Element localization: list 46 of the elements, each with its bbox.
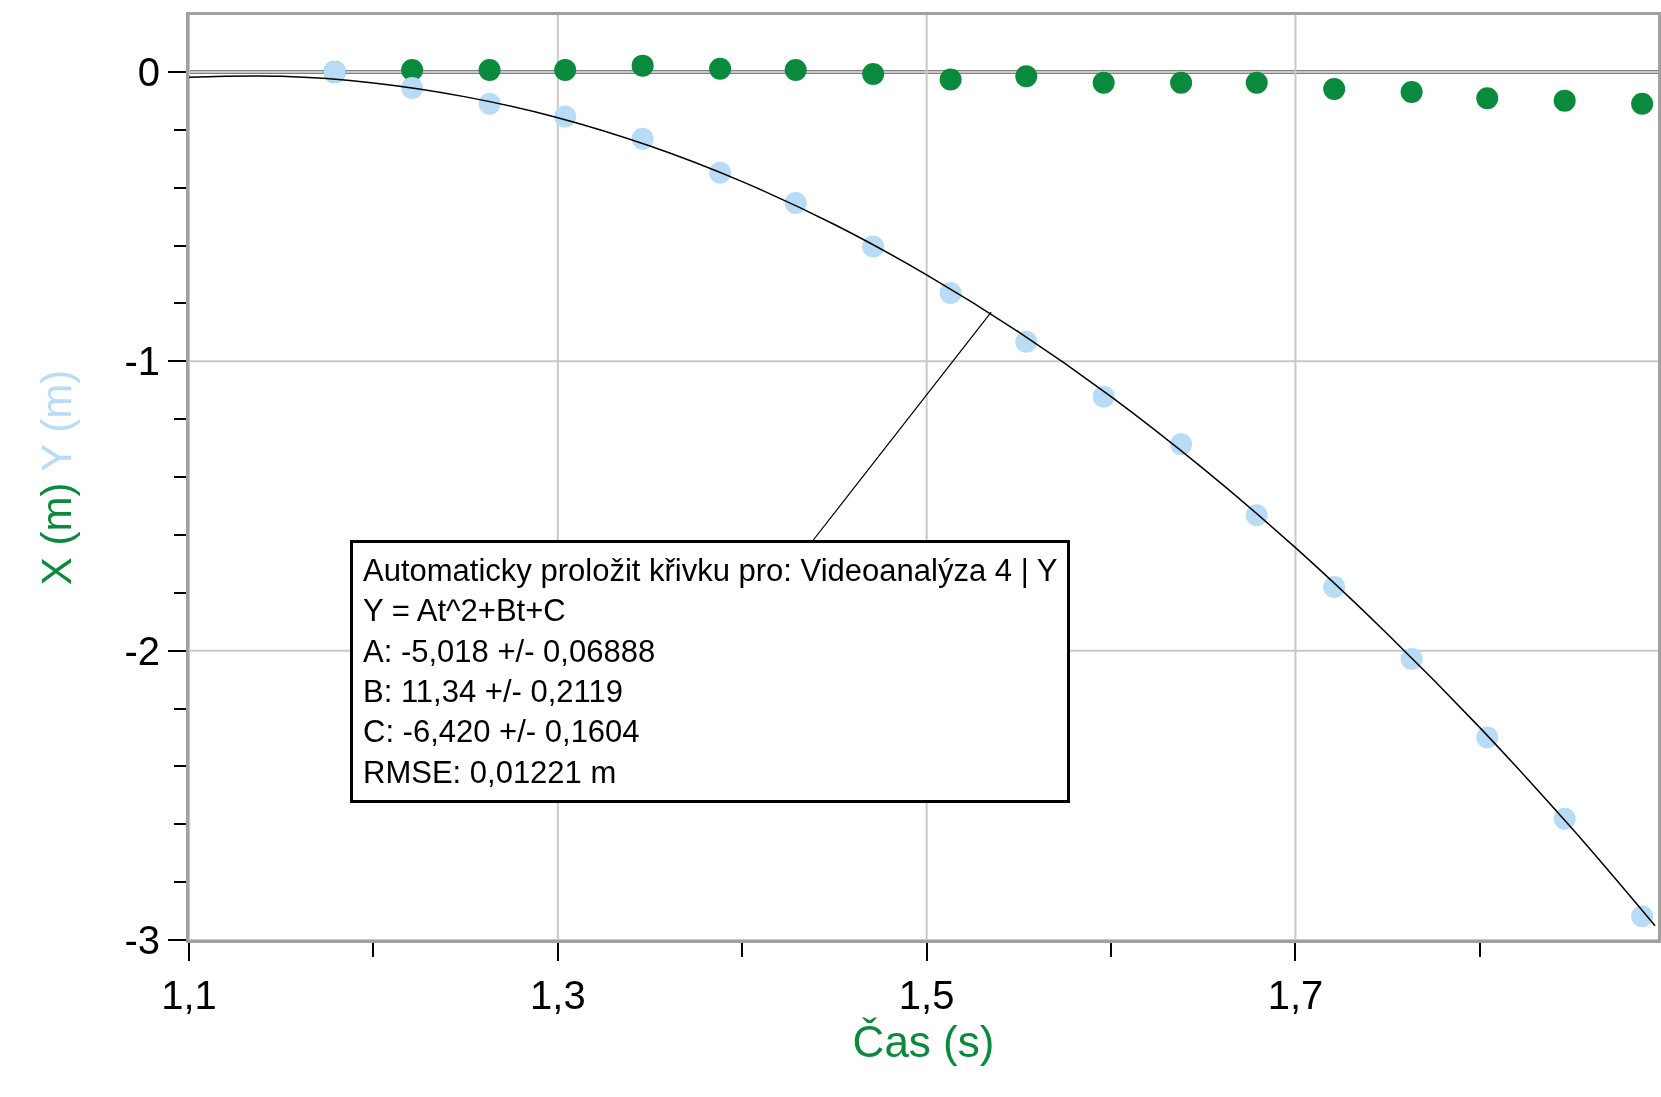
point [1553, 807, 1576, 830]
point [478, 58, 501, 81]
point [784, 58, 807, 81]
point [1400, 80, 1423, 103]
x-tick-label: 1,1 [161, 973, 217, 1017]
point [631, 127, 654, 150]
point [784, 192, 807, 215]
point [554, 105, 577, 128]
point [1170, 71, 1193, 94]
x-axis-title: Čas (s) [852, 1017, 995, 1066]
point [1092, 71, 1115, 94]
line-series [189, 75, 1656, 927]
point [862, 235, 885, 258]
point [1323, 576, 1346, 598]
annotation: Automaticky proložit křivku pro: Videoanalýza 4 | Y Y = At^2+Bt+C A: -5,018 +/- 0,06888 B: 11,34 +/- 0,2119 C: -6,420 +/- 0,1604 RMSE: 0,01221 m [363, 553, 1058, 790]
y-tick-label: 0 [137, 50, 160, 94]
point [1631, 92, 1654, 115]
point [554, 58, 577, 81]
point [709, 161, 732, 184]
point [1245, 504, 1268, 527]
point [401, 58, 424, 81]
point [1400, 648, 1423, 671]
point [939, 282, 962, 305]
y-axis-title: X (m) Y (m) [33, 369, 81, 586]
x-tick-label: 1,7 [1267, 973, 1324, 1017]
point [631, 54, 654, 77]
point [939, 68, 962, 91]
point [401, 76, 424, 99]
y-tick-label: -1 [124, 339, 160, 384]
point [1476, 87, 1499, 110]
x-tick-label: 1,5 [898, 973, 955, 1017]
point [1245, 71, 1268, 94]
point [1323, 78, 1346, 101]
point [1476, 726, 1499, 749]
point [1015, 65, 1038, 88]
y-tick-label: -2 [124, 628, 160, 673]
point [1553, 89, 1576, 112]
point [709, 57, 732, 80]
point [1170, 433, 1193, 456]
point [1092, 385, 1115, 408]
point [1015, 330, 1038, 353]
point [1631, 905, 1654, 928]
x-tick-label: 1,3 [530, 973, 586, 1017]
point [862, 63, 885, 86]
y-tick-label: -3 [124, 918, 160, 962]
point [478, 92, 501, 115]
